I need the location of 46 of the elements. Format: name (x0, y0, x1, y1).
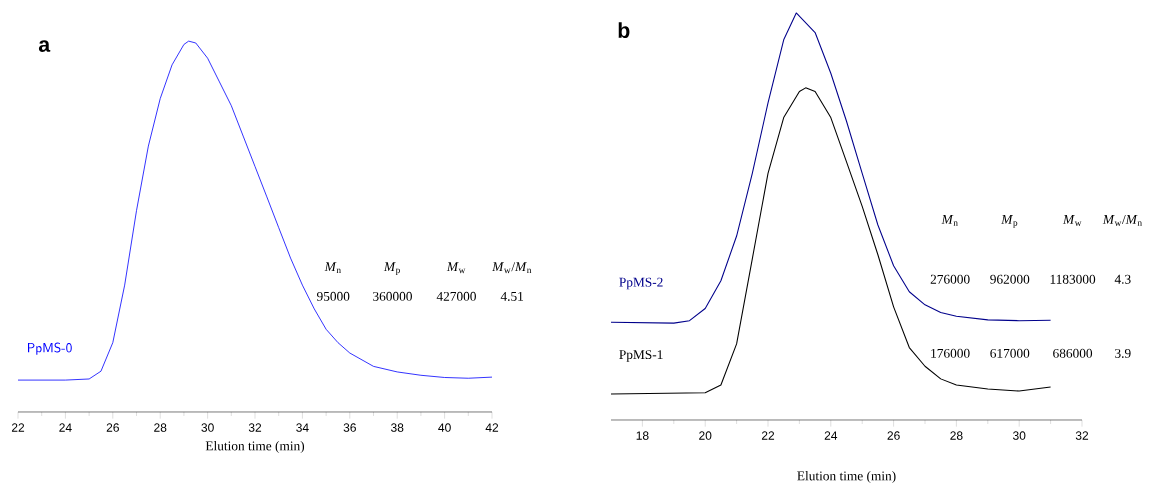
annotation: M$_{n}$ (941, 215, 958, 226)
chart-title: a (38, 40, 51, 52)
annotation: M$_{w}$ (1062, 215, 1082, 226)
text: M$_{w}$/M$_{n}$ (1102, 215, 1142, 226)
annotation: M$_{p}$ (383, 262, 400, 276)
x-tick-label: 26 (106, 423, 119, 432)
annotation: 686000 (1053, 348, 1093, 358)
text: 4.51 (500, 291, 524, 301)
x-tick-label: 38 (390, 423, 404, 432)
text: M$_{w}$/M$_{n}$ (492, 262, 532, 274)
annotation: 1183000 (1050, 274, 1096, 284)
x-tick-label: 32 (1075, 431, 1089, 440)
x-tick-label: 18 (636, 431, 649, 440)
series-label: PpMS-0 (28, 342, 72, 355)
annotation: 176000 (931, 348, 970, 358)
x-tick-label: 36 (343, 423, 356, 432)
x-tick-label: 24 (59, 423, 72, 432)
annotation: 276000 (930, 274, 970, 284)
x-tick-label: 28 (950, 431, 963, 440)
x-tick-label: 34 (296, 423, 309, 432)
annotation: M$_{n}$ (324, 262, 341, 274)
x-tick-label: 28 (154, 423, 167, 432)
x-tick-label: 42 (485, 423, 499, 432)
x-tick-label: 22 (761, 431, 775, 440)
annotation: 427000 (436, 291, 476, 301)
x-tick-label: 30 (1012, 431, 1026, 440)
chart-title: b (618, 22, 630, 38)
text: 3.9 (1115, 348, 1131, 358)
x-axis-title: Elution time (min) (205, 441, 305, 454)
x-tick-label: 32 (248, 423, 262, 432)
x-tick-label: 20 (699, 431, 712, 440)
annotation: 360000 (373, 291, 412, 301)
x-tick-label: 40 (438, 423, 451, 432)
text: 4.3 (1114, 274, 1131, 284)
annotation: 962000 (990, 274, 1030, 284)
text: PpMS-2 (619, 277, 663, 290)
x-tick-label: 30 (201, 423, 214, 432)
x-tick-label: 24 (824, 431, 838, 440)
annotation: 95000 (316, 291, 350, 301)
text: PpMS-1 (619, 350, 663, 362)
x-tick-label: 22 (11, 423, 25, 432)
x-axis-title: Elution time (min) (797, 471, 896, 484)
annotation: M$_{p}$ (1001, 215, 1018, 228)
annotation: M$_{w}$ (446, 262, 466, 274)
annotation: 617000 (990, 348, 1030, 358)
x-tick-label: 26 (887, 431, 900, 440)
